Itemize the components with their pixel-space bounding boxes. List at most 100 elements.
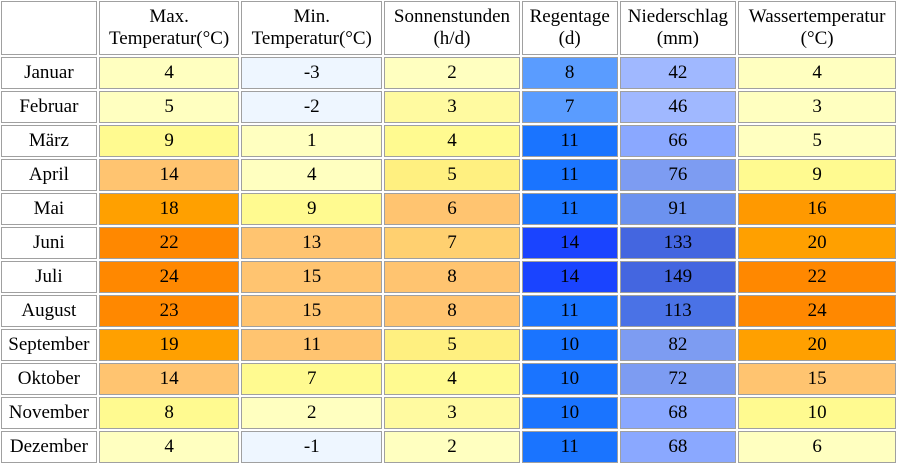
cell-max-temp: 22 <box>98 227 240 259</box>
table-row: Oktober 14 7 4 10 72 15 <box>1 363 896 395</box>
cell-water-temp: 3 <box>738 91 896 123</box>
table-row: März 9 1 4 11 66 5 <box>1 125 896 157</box>
table-row: Februar 5 -2 3 7 46 3 <box>1 91 896 123</box>
cell-sunshine: 8 <box>384 295 520 327</box>
cell-rain-days: 11 <box>521 125 618 157</box>
cell-max-temp: 14 <box>98 159 240 191</box>
cell-sunshine: 3 <box>384 397 520 429</box>
month-label: Februar <box>1 91 97 123</box>
cell-water-temp: 24 <box>738 295 896 327</box>
cell-precipitation: 76 <box>619 159 737 191</box>
cell-water-temp: 4 <box>738 57 896 89</box>
cell-sunshine: 8 <box>384 261 520 293</box>
table-row: Dezember 4 -1 2 11 68 6 <box>1 431 896 463</box>
cell-sunshine: 4 <box>384 125 520 157</box>
cell-water-temp: 22 <box>738 261 896 293</box>
cell-sunshine: 7 <box>384 227 520 259</box>
header-rain-days: Regentage (d) <box>521 1 618 55</box>
cell-sunshine: 5 <box>384 159 520 191</box>
month-label: März <box>1 125 97 157</box>
cell-rain-days: 14 <box>521 227 618 259</box>
cell-precipitation: 82 <box>619 329 737 361</box>
month-label: April <box>1 159 97 191</box>
cell-water-temp: 6 <box>738 431 896 463</box>
corner-cell <box>1 1 97 55</box>
header-min-temp: Min. Temperatur(°C) <box>241 1 383 55</box>
cell-rain-days: 10 <box>521 329 618 361</box>
cell-min-temp: 2 <box>241 397 383 429</box>
cell-water-temp: 5 <box>738 125 896 157</box>
cell-max-temp: 4 <box>98 431 240 463</box>
table-row: November 8 2 3 10 68 10 <box>1 397 896 429</box>
header-max-temp: Max. Temperatur(°C) <box>98 1 240 55</box>
month-label: August <box>1 295 97 327</box>
cell-max-temp: 24 <box>98 261 240 293</box>
cell-rain-days: 11 <box>521 193 618 225</box>
cell-rain-days: 10 <box>521 397 618 429</box>
cell-water-temp: 10 <box>738 397 896 429</box>
header-precipitation: Niederschlag (mm) <box>619 1 737 55</box>
cell-sunshine: 2 <box>384 431 520 463</box>
cell-max-temp: 9 <box>98 125 240 157</box>
cell-min-temp: 9 <box>241 193 383 225</box>
table-row: August 23 15 8 11 113 24 <box>1 295 896 327</box>
cell-precipitation: 42 <box>619 57 737 89</box>
cell-precipitation: 66 <box>619 125 737 157</box>
header-row: Max. Temperatur(°C) Min. Temperatur(°C) So… <box>1 1 896 55</box>
table-row: Mai 18 9 6 11 91 16 <box>1 193 896 225</box>
month-label: November <box>1 397 97 429</box>
month-label: Januar <box>1 57 97 89</box>
cell-rain-days: 10 <box>521 363 618 395</box>
cell-max-temp: 5 <box>98 91 240 123</box>
cell-sunshine: 4 <box>384 363 520 395</box>
cell-min-temp: 1 <box>241 125 383 157</box>
cell-max-temp: 23 <box>98 295 240 327</box>
cell-min-temp: 15 <box>241 295 383 327</box>
cell-sunshine: 3 <box>384 91 520 123</box>
cell-min-temp: 4 <box>241 159 383 191</box>
cell-min-temp: -3 <box>241 57 383 89</box>
cell-precipitation: 68 <box>619 397 737 429</box>
month-label: Mai <box>1 193 97 225</box>
cell-precipitation: 72 <box>619 363 737 395</box>
month-label: Juni <box>1 227 97 259</box>
cell-min-temp: 15 <box>241 261 383 293</box>
cell-water-temp: 16 <box>738 193 896 225</box>
header-sunshine: Sonnenstunden (h/d) <box>384 1 520 55</box>
cell-precipitation: 68 <box>619 431 737 463</box>
cell-water-temp: 20 <box>738 329 896 361</box>
cell-rain-days: 7 <box>521 91 618 123</box>
cell-sunshine: 2 <box>384 57 520 89</box>
cell-sunshine: 5 <box>384 329 520 361</box>
cell-precipitation: 149 <box>619 261 737 293</box>
month-label: September <box>1 329 97 361</box>
table-row: Juli 24 15 8 14 149 22 <box>1 261 896 293</box>
cell-max-temp: 8 <box>98 397 240 429</box>
table-row: Juni 22 13 7 14 133 20 <box>1 227 896 259</box>
cell-precipitation: 46 <box>619 91 737 123</box>
cell-min-temp: 13 <box>241 227 383 259</box>
cell-rain-days: 14 <box>521 261 618 293</box>
cell-max-temp: 19 <box>98 329 240 361</box>
table-row: April 14 4 5 11 76 9 <box>1 159 896 191</box>
cell-min-temp: 11 <box>241 329 383 361</box>
cell-rain-days: 11 <box>521 159 618 191</box>
cell-rain-days: 8 <box>521 57 618 89</box>
cell-sunshine: 6 <box>384 193 520 225</box>
table-row: September 19 11 5 10 82 20 <box>1 329 896 361</box>
cell-precipitation: 113 <box>619 295 737 327</box>
month-label: Dezember <box>1 431 97 463</box>
cell-water-temp: 15 <box>738 363 896 395</box>
cell-water-temp: 20 <box>738 227 896 259</box>
month-label: Juli <box>1 261 97 293</box>
cell-rain-days: 11 <box>521 295 618 327</box>
header-water-temp: Wassertemperatur (°C) <box>738 1 896 55</box>
cell-rain-days: 11 <box>521 431 618 463</box>
cell-max-temp: 18 <box>98 193 240 225</box>
cell-precipitation: 91 <box>619 193 737 225</box>
cell-water-temp: 9 <box>738 159 896 191</box>
month-label: Oktober <box>1 363 97 395</box>
cell-max-temp: 4 <box>98 57 240 89</box>
cell-max-temp: 14 <box>98 363 240 395</box>
